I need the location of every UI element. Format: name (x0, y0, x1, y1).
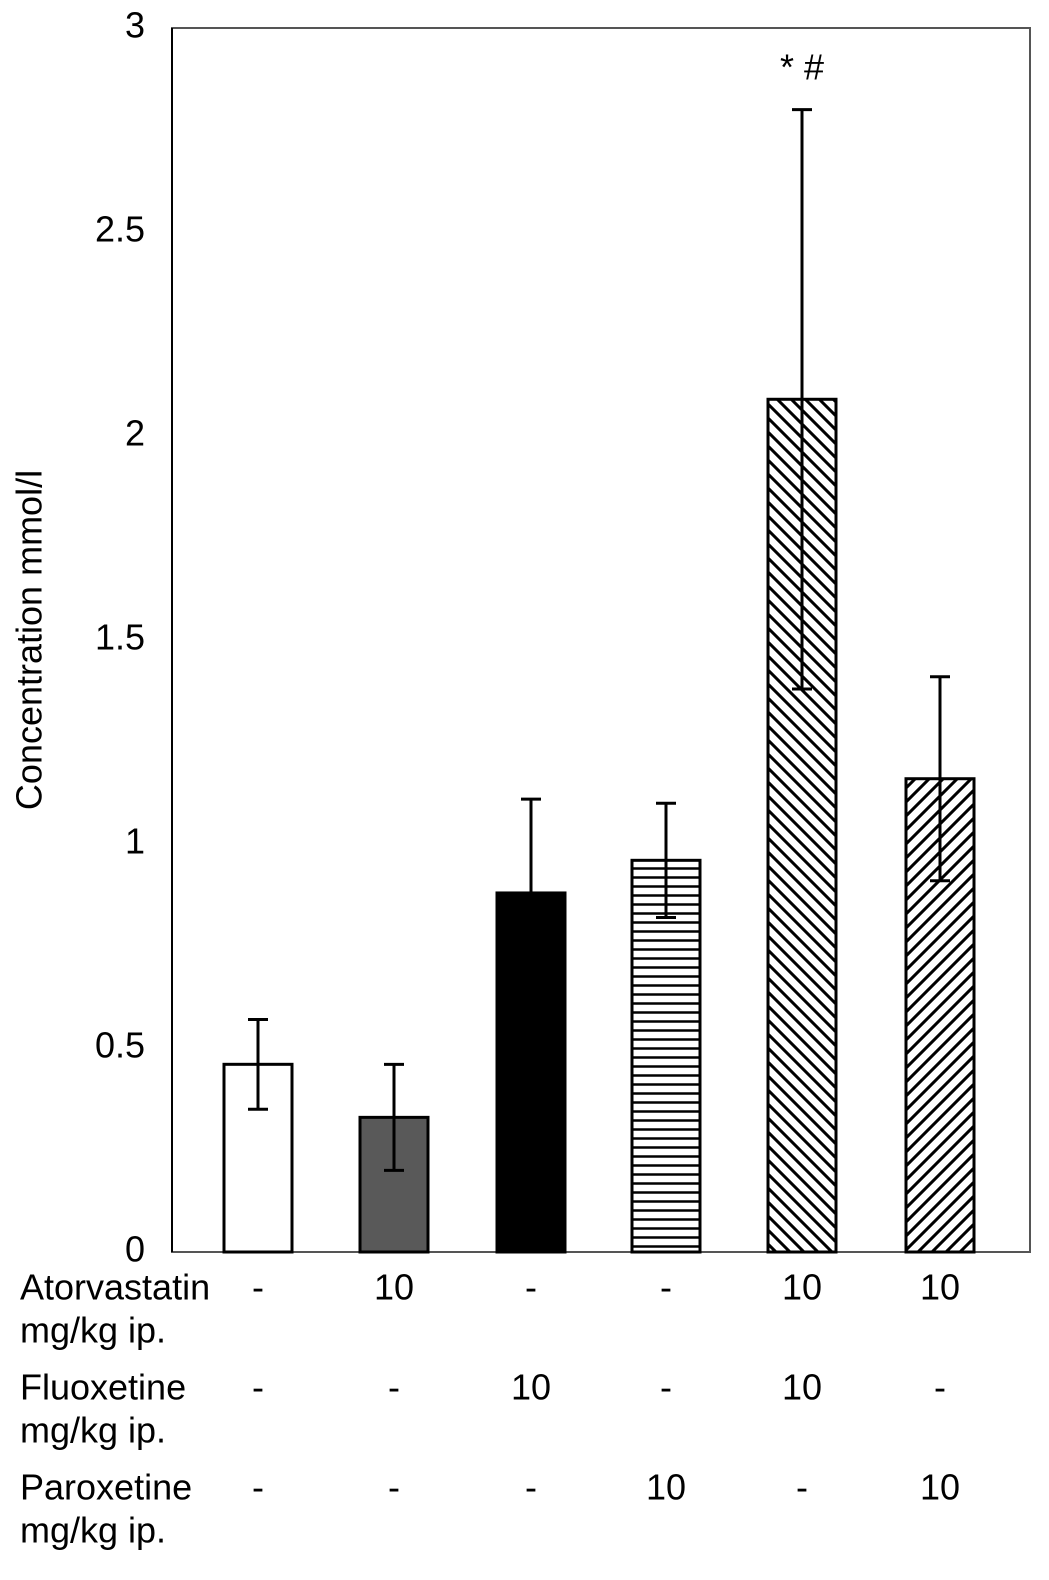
dose-cell: - (934, 1367, 946, 1408)
error-bar (384, 1062, 404, 1172)
dose-cell: - (388, 1467, 400, 1508)
y-tick-label: 1 (125, 821, 145, 862)
dose-cell: - (660, 1367, 672, 1408)
y-tick-label: 2 (125, 413, 145, 454)
dose-cell: - (252, 1267, 264, 1308)
plot-frame (171, 27, 1031, 1253)
annotation: * # (780, 47, 824, 88)
treatment-name: Paroxetine (20, 1467, 192, 1508)
treatment-unit: mg/kg ip. (20, 1410, 166, 1451)
dose-cell: 10 (782, 1267, 822, 1308)
y-tick-label: 0 (125, 1229, 145, 1270)
treatment-unit: mg/kg ip. (20, 1510, 166, 1551)
dose-cell: - (388, 1367, 400, 1408)
dose-cell: - (525, 1467, 537, 1508)
dose-cell: - (660, 1267, 672, 1308)
dose-cell: 10 (374, 1267, 414, 1308)
y-tick-label: 2.5 (95, 209, 145, 250)
y-tick-label: 0.5 (95, 1025, 145, 1066)
error-bar (521, 797, 541, 989)
error-bar (248, 1017, 268, 1111)
dose-cell: 10 (920, 1467, 960, 1508)
bar (630, 858, 702, 1254)
dose-cell: 10 (646, 1467, 686, 1508)
dose-cell: 10 (511, 1367, 551, 1408)
error-bar (930, 675, 950, 883)
error-bar (792, 108, 812, 691)
dose-cell: - (252, 1367, 264, 1408)
dose-cell: 10 (920, 1267, 960, 1308)
treatment-unit: mg/kg ip. (20, 1310, 166, 1351)
y-axis-label: Concentration mmol/l (9, 470, 50, 810)
error-bar (656, 801, 676, 919)
y-tick-label: 1.5 (95, 617, 145, 658)
treatment-name: Fluoxetine (20, 1367, 186, 1408)
treatment-name: Atorvastatin (20, 1267, 210, 1308)
dose-cell: - (525, 1267, 537, 1308)
dose-cell: 10 (782, 1367, 822, 1408)
dose-cell: - (252, 1467, 264, 1508)
dose-cell: - (796, 1467, 808, 1508)
y-tick-label: 3 (125, 5, 145, 46)
